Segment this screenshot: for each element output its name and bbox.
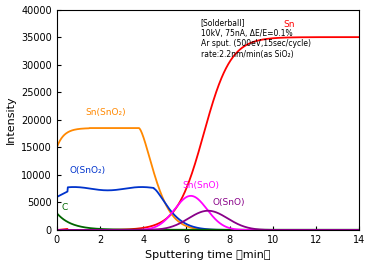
Text: O(SnO₂): O(SnO₂) bbox=[70, 166, 106, 175]
Text: O(SnO): O(SnO) bbox=[213, 198, 245, 207]
X-axis label: Sputtering time （min）: Sputtering time （min） bbox=[145, 251, 271, 260]
Y-axis label: Intensity: Intensity bbox=[6, 95, 16, 144]
Text: Sn: Sn bbox=[284, 20, 295, 29]
Text: Sn(SnO₂): Sn(SnO₂) bbox=[85, 108, 125, 117]
Text: Sn(SnO): Sn(SnO) bbox=[182, 181, 219, 190]
Text: C: C bbox=[61, 203, 68, 212]
Text: [Solderball]
10kV, 75nA, ΔE/E=0.1%
Ar sput. (500eV,15sec/cycle)
rate:2.2nm/min(a: [Solderball] 10kV, 75nA, ΔE/E=0.1% Ar sp… bbox=[200, 18, 311, 59]
